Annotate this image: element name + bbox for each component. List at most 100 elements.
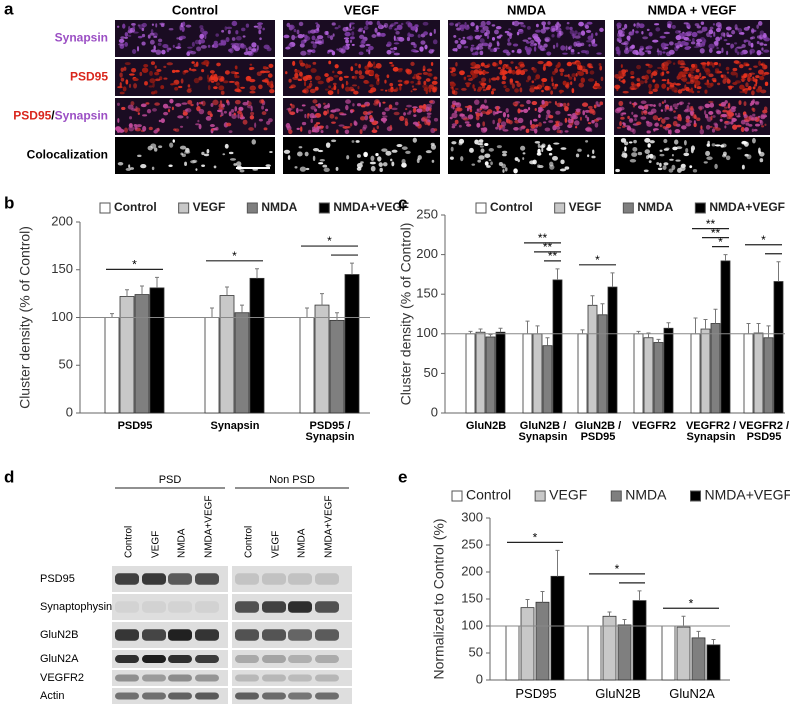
micrograph-puncta: [251, 42, 257, 48]
blot-band: [315, 601, 339, 613]
micrograph-puncta: [511, 69, 516, 75]
micrograph-puncta: [734, 47, 738, 54]
micrograph-puncta: [669, 158, 674, 161]
micrograph-puncta: [585, 29, 592, 33]
micrograph-puncta: [510, 61, 514, 64]
micrograph-puncta: [708, 48, 713, 54]
micrograph-puncta: [395, 87, 399, 92]
micrograph-puncta: [296, 127, 300, 130]
micrograph-puncta: [494, 29, 499, 35]
micrograph-puncta: [682, 71, 688, 75]
micrograph-puncta: [177, 42, 181, 48]
error-bar: [155, 276, 159, 288]
blot-band: [262, 674, 286, 682]
micrograph-puncta: [209, 70, 215, 74]
micrograph-puncta: [502, 129, 509, 132]
micrograph-puncta: [187, 84, 191, 88]
micrograph-puncta: [567, 102, 570, 107]
micrograph-puncta: [654, 23, 660, 26]
micrograph-puncta: [565, 83, 570, 89]
micrograph-puncta: [298, 71, 303, 77]
micrograph-puncta: [484, 32, 488, 37]
micrograph-puncta: [622, 125, 626, 128]
blot-band: [142, 655, 166, 663]
micrograph-puncta: [706, 156, 713, 161]
micrograph-puncta: [763, 49, 770, 53]
micrograph-puncta: [571, 88, 575, 94]
micrograph-puncta: [541, 77, 548, 83]
micrograph-puncta: [258, 29, 262, 35]
micrograph-puncta: [423, 31, 428, 36]
micrograph-puncta: [256, 71, 262, 77]
micrograph-puncta: [544, 38, 550, 42]
micrograph-puncta: [368, 21, 373, 25]
micrograph-puncta: [498, 124, 503, 129]
micrograph-puncta: [410, 26, 417, 31]
micrograph-puncta: [715, 36, 721, 42]
micrograph-puncta: [124, 62, 131, 66]
micrograph-puncta: [133, 123, 138, 127]
micrograph-puncta: [183, 69, 189, 73]
micrograph-puncta: [517, 29, 524, 34]
bar: [520, 607, 535, 681]
micrograph-puncta: [149, 78, 156, 84]
micrograph-puncta: [359, 44, 366, 48]
micrograph-puncta: [633, 139, 637, 144]
micrograph-puncta: [401, 158, 406, 165]
micrograph-puncta: [290, 104, 295, 109]
micrograph-puncta: [545, 117, 548, 121]
micrograph-puncta: [679, 102, 683, 106]
micrograph-puncta: [229, 47, 234, 54]
micrograph-puncta: [368, 49, 371, 55]
micrograph-puncta: [124, 41, 129, 47]
micrograph-puncta: [758, 150, 761, 154]
micrograph-puncta: [730, 121, 734, 125]
micrograph-puncta: [646, 130, 651, 134]
micrograph-puncta: [536, 152, 542, 156]
bar: [617, 624, 632, 681]
micrograph-puncta: [185, 147, 190, 153]
micrograph-puncta: [327, 49, 334, 53]
micrograph-puncta: [652, 88, 658, 93]
micrograph-puncta: [169, 142, 174, 148]
micrograph-puncta: [155, 49, 162, 55]
micrograph-puncta: [466, 74, 472, 78]
blot-band: [195, 573, 219, 585]
micrograph-puncta: [352, 103, 355, 107]
micrograph-puncta: [286, 107, 293, 111]
micrograph-puncta: [574, 30, 578, 35]
micrograph-puncta: [451, 112, 458, 119]
micrograph-puncta: [481, 85, 485, 89]
micrograph-puncta: [351, 31, 355, 36]
micrograph-puncta: [350, 109, 354, 114]
micrograph-puncta: [218, 42, 224, 46]
micrograph-puncta: [432, 39, 438, 45]
micrograph-puncta: [643, 110, 648, 115]
micrograph-puncta: [655, 27, 661, 32]
blot-band: [168, 601, 192, 613]
micrograph-puncta: [248, 127, 254, 131]
micrograph-puncta: [390, 64, 395, 67]
micrograph-puncta: [478, 155, 485, 160]
micrograph-puncta: [345, 43, 351, 46]
micrograph-puncta: [516, 31, 520, 36]
micrograph-puncta: [179, 35, 187, 40]
micrograph-puncta: [337, 88, 340, 95]
micrograph-puncta: [376, 100, 380, 104]
micrograph-puncta: [154, 71, 160, 76]
micrograph-puncta: [503, 85, 507, 89]
micrograph-puncta: [624, 69, 629, 73]
micrograph-puncta: [534, 78, 537, 81]
micrograph-puncta: [166, 47, 170, 53]
micrograph-puncta: [370, 87, 377, 93]
micrograph-puncta: [368, 45, 374, 51]
micrograph-puncta: [699, 128, 705, 135]
micrograph-puncta: [579, 116, 582, 121]
micrograph-puncta: [711, 143, 716, 147]
micrograph-puncta: [140, 103, 147, 108]
micrograph-puncta: [229, 158, 237, 161]
micrograph-puncta: [131, 108, 136, 111]
micrograph-puncta: [241, 27, 246, 32]
micrograph-puncta: [645, 63, 650, 66]
micrograph-puncta: [477, 159, 482, 163]
